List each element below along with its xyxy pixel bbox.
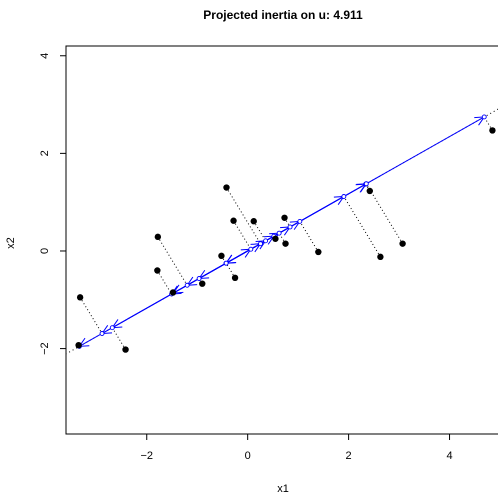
projected-point (248, 246, 254, 252)
y-tick-label: 0 (39, 248, 51, 254)
projection-line (79, 297, 103, 334)
projected-point (276, 230, 282, 236)
projection-line (233, 220, 252, 250)
data-point (315, 248, 322, 256)
projection-line (111, 327, 126, 350)
projection-vector (79, 250, 248, 347)
data-point (272, 235, 279, 242)
data-point (489, 127, 496, 134)
projection-line (253, 220, 267, 242)
chart-title: Projected inertia on u: 4.911 (203, 8, 363, 22)
projected-point (341, 194, 347, 199)
data-point (399, 240, 406, 247)
projected-point (263, 238, 269, 244)
projection-line (365, 183, 404, 244)
projection-line (365, 183, 371, 192)
projection-line (226, 187, 261, 244)
y-tick-label: −2 (39, 342, 51, 355)
data-point (218, 252, 225, 260)
data-point (154, 233, 162, 241)
data-point (154, 267, 161, 274)
axis-ticks: −2 0 2 4 −2 0 2 4 (39, 53, 453, 462)
projection-line (157, 236, 188, 286)
projected-point (99, 331, 105, 336)
projected-point (109, 325, 115, 331)
y-tick-label: 4 (39, 53, 51, 59)
direction-u-line (66, 108, 498, 355)
projected-point (258, 241, 263, 247)
projection-line (156, 270, 173, 295)
data-point (282, 240, 289, 247)
x-axis-label: x1 (277, 483, 289, 495)
x-tick-label: 0 (245, 450, 251, 462)
chart-marks (66, 108, 498, 355)
data-point (281, 214, 288, 221)
x-tick-label: −2 (140, 450, 153, 462)
data-point (377, 253, 384, 261)
data-point (75, 341, 82, 349)
projected-point (223, 260, 229, 266)
data-point (230, 217, 237, 224)
projection-line (225, 262, 236, 279)
data-point (199, 280, 206, 287)
data-point (223, 184, 230, 191)
x-tick-label: 2 (346, 450, 352, 462)
projected-point (184, 282, 190, 288)
projected-point (287, 224, 293, 230)
projected-point (297, 218, 303, 224)
projection-line (299, 221, 319, 253)
y-axis-label: x2 (5, 237, 17, 249)
data-point (76, 294, 84, 301)
data-point (169, 289, 177, 296)
data-point (231, 274, 239, 282)
data-point (366, 187, 373, 195)
data-point (250, 218, 257, 225)
projection-line (343, 196, 381, 258)
plot-frame (65, 45, 498, 435)
projection-line (483, 116, 493, 131)
data-point (122, 346, 129, 353)
projected-point (196, 276, 202, 281)
x-tick-label: 4 (446, 450, 452, 462)
projected-point (481, 114, 487, 120)
y-tick-label: 2 (39, 150, 51, 156)
projected-point (363, 181, 369, 187)
